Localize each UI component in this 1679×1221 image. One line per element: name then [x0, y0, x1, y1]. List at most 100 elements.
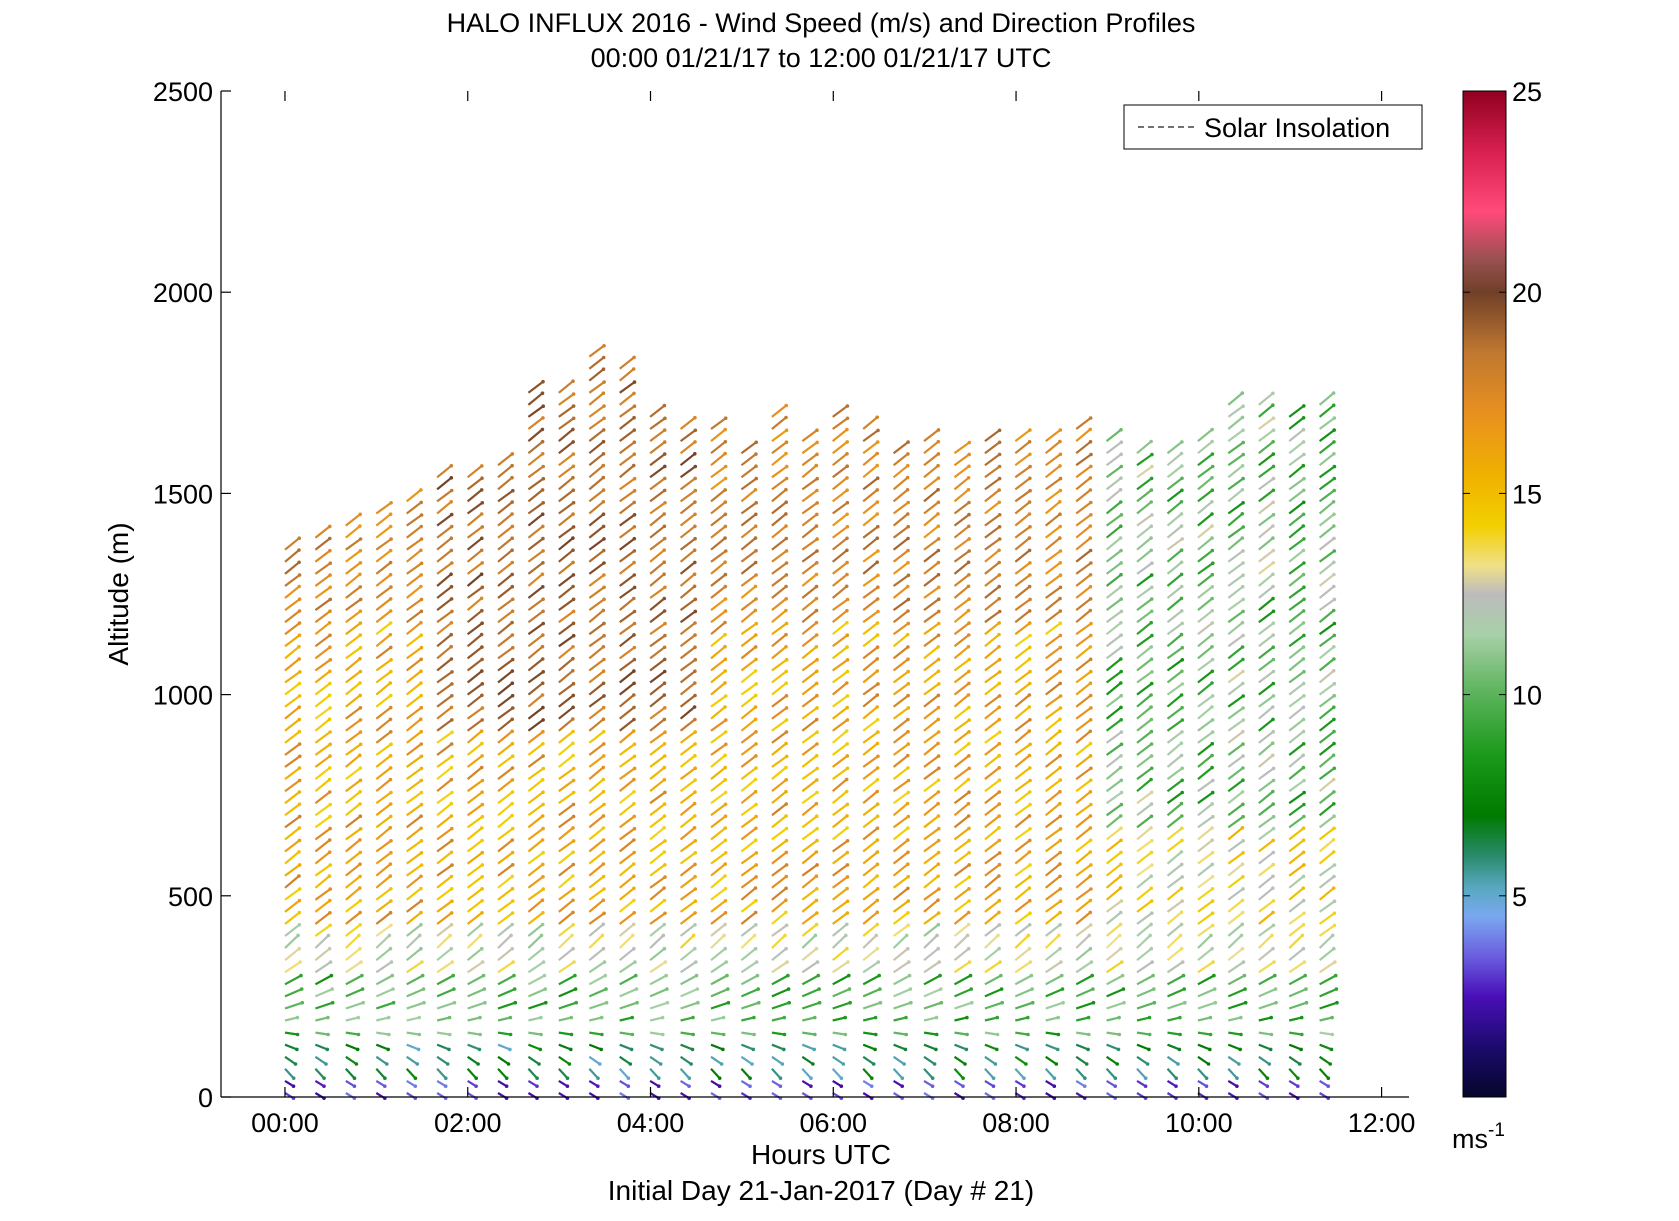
wind-vector: [284, 695, 301, 708]
wind-vector-head: [723, 427, 727, 432]
wind-vector-head: [1150, 960, 1154, 964]
wind-vector: [984, 875, 1000, 889]
wind-vector-head: [1241, 452, 1245, 457]
wind-vector: [740, 683, 757, 696]
wind-vector-head: [480, 669, 484, 673]
wind-vector-head: [389, 887, 393, 891]
wind-vector-head: [419, 863, 424, 867]
wind-vector-head: [541, 802, 545, 807]
wind-vector: [771, 513, 787, 527]
wind-vector-head: [541, 826, 545, 831]
wind-vector: [1166, 934, 1182, 949]
wind-vector: [862, 718, 879, 732]
wind-vector: [1288, 1001, 1307, 1010]
wind-vector-head: [1027, 705, 1032, 709]
wind-vector-head: [571, 621, 576, 626]
wind-vector-head: [571, 404, 576, 408]
wind-vector-head: [511, 960, 515, 964]
wind-vector-head: [358, 693, 363, 698]
wind-vector-head: [1241, 875, 1245, 879]
wind-vector-head: [814, 633, 819, 637]
wind-vector-head: [358, 778, 363, 783]
wind-vector-head: [814, 620, 819, 625]
wind-vector-head: [967, 838, 971, 843]
wind-vector: [375, 670, 392, 684]
wind-vector-head: [358, 923, 363, 927]
wind-vector: [284, 730, 301, 744]
wind-vector: [1227, 1001, 1247, 1010]
wind-vector-head: [1210, 694, 1215, 698]
wind-vector-head: [419, 729, 424, 734]
wind-vector: [954, 1043, 967, 1051]
wind-vector: [1014, 694, 1031, 708]
wind-vector-head: [753, 886, 758, 890]
wind-vector: [1105, 851, 1122, 865]
wind-vector: [1258, 900, 1275, 913]
wind-vector: [284, 610, 301, 624]
wind-vector: [315, 1016, 329, 1022]
wind-vector-head: [328, 754, 332, 758]
wind-vector-head: [906, 512, 910, 516]
wind-vector-head: [447, 1015, 452, 1020]
wind-vector-head: [1302, 863, 1306, 867]
wind-vector-head: [1119, 705, 1123, 710]
wind-vector-head: [656, 1084, 661, 1088]
wind-vector-head: [814, 524, 819, 528]
wind-vector: [619, 961, 636, 974]
wind-vector-head: [1241, 766, 1245, 770]
wind-vector-head: [1301, 524, 1306, 528]
wind-vector: [1197, 961, 1214, 974]
wind-vector-head: [905, 475, 910, 480]
wind-vector: [345, 731, 362, 744]
wind-vector-head: [602, 537, 606, 541]
wind-vector-head: [784, 681, 788, 685]
wind-vector-head: [1271, 694, 1276, 698]
wind-vector: [1136, 743, 1153, 756]
wind-vector: [801, 550, 818, 563]
wind-vector: [1197, 670, 1213, 684]
wind-vector-head: [356, 1015, 361, 1020]
wind-vector: [1136, 525, 1152, 539]
wind-vector-head: [939, 987, 943, 991]
wind-vector-head: [511, 645, 515, 650]
wind-vector-head: [784, 863, 789, 867]
wind-vector: [618, 863, 635, 877]
wind-vector: [466, 646, 483, 660]
wind-vector: [710, 719, 727, 732]
wind-vector-head: [753, 645, 758, 649]
wind-vector: [1227, 598, 1244, 611]
wind-vector-head: [480, 790, 484, 794]
wind-vector: [406, 974, 424, 986]
wind-vector: [1105, 634, 1122, 648]
wind-vector: [314, 694, 331, 708]
wind-vector: [923, 549, 940, 563]
wind-vector-head: [936, 487, 940, 492]
wind-vector: [923, 934, 938, 949]
wind-vector: [527, 622, 544, 636]
wind-vector: [801, 767, 818, 780]
wind-vector-head: [1330, 933, 1335, 938]
wind-vector-head: [571, 633, 576, 638]
wind-vector: [953, 719, 970, 732]
wind-vector: [375, 863, 392, 877]
wind-vector: [619, 875, 635, 889]
wind-vector-head: [1239, 1032, 1243, 1037]
wind-vector: [1197, 779, 1214, 793]
y-tick-label: 2500: [153, 77, 213, 107]
wind-vector: [467, 988, 485, 998]
wind-vector-head: [413, 1084, 418, 1088]
wind-vector: [558, 706, 574, 720]
wind-vector: [1258, 863, 1274, 877]
wind-vector-head: [753, 488, 758, 492]
wind-vector: [1288, 682, 1305, 696]
wind-vector: [892, 453, 909, 467]
wind-vector-head: [449, 765, 454, 770]
colorbar-tick-label: 10: [1512, 681, 1542, 711]
wind-vector-head: [721, 1032, 726, 1037]
wind-vector-head: [358, 753, 362, 758]
wind-vector: [1014, 706, 1031, 720]
wind-vector: [1014, 730, 1031, 744]
wind-vector-head: [936, 814, 941, 818]
wind-vector-head: [967, 537, 971, 541]
wind-vector-head: [1028, 525, 1032, 529]
